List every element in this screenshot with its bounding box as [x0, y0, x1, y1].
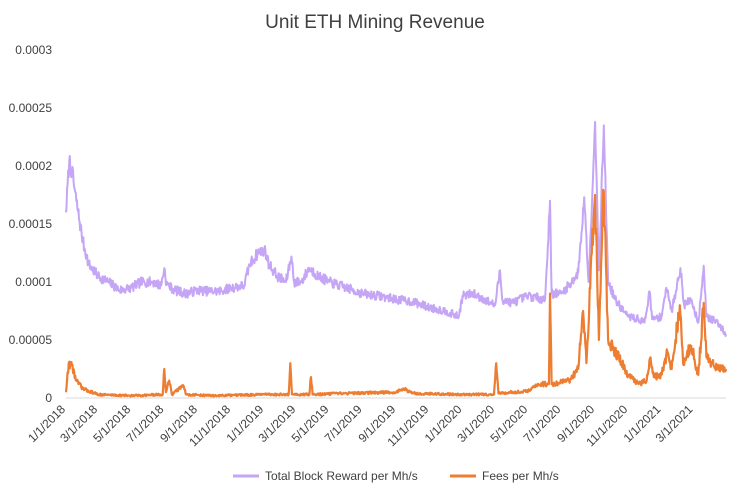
y-tick-label: 0.0003 — [15, 43, 52, 57]
legend: Total Block Reward per Mh/s Fees per Mh/s — [233, 469, 559, 483]
series-line-block-reward — [65, 120, 727, 337]
series-line-fees — [64, 188, 728, 398]
legend-label: Fees per Mh/s — [482, 469, 559, 483]
y-tick-label: 0.0002 — [15, 159, 52, 173]
y-tick-label: 0 — [45, 391, 52, 405]
legend-label: Total Block Reward per Mh/s — [265, 469, 418, 483]
y-tick-label: 0.0001 — [15, 275, 52, 289]
y-tick-label: 0.00005 — [9, 333, 53, 347]
y-tick-label: 0.00025 — [9, 101, 53, 115]
chart-title: Unit ETH Mining Revenue — [265, 12, 485, 33]
y-tick-label: 0.00015 — [9, 217, 53, 231]
x-axis: 1/1/20183/1/20185/1/20187/1/20189/1/2018… — [25, 402, 696, 449]
y-axis: 0 0.00005 0.0001 0.00015 0.0002 0.00025 0.0003 — [9, 43, 53, 405]
series-layer — [64, 120, 728, 398]
